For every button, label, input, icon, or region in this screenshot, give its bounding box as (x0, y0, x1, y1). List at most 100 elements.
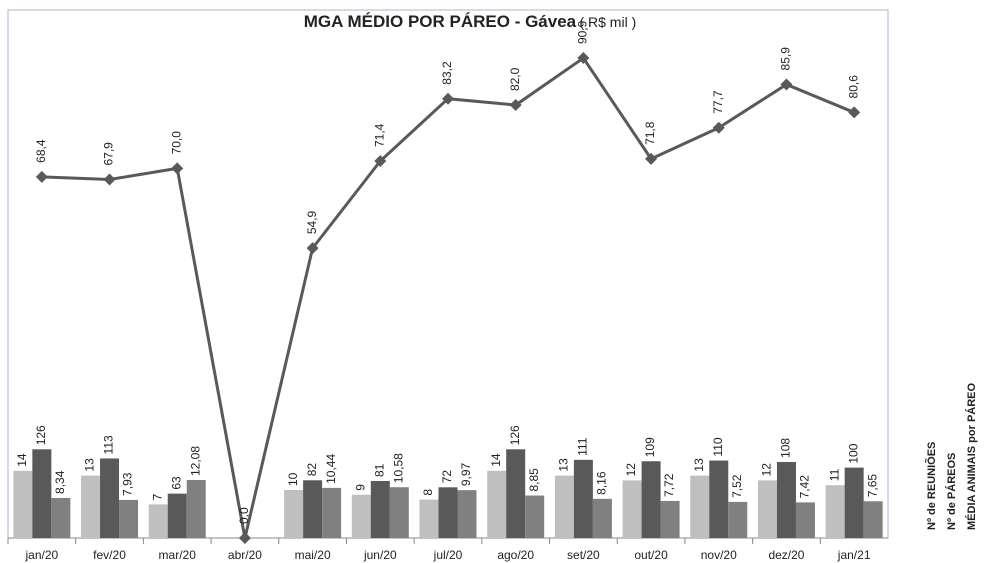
bar (119, 499, 139, 538)
bar (167, 493, 187, 538)
bar (32, 449, 52, 538)
x-tick-label: ago/20 (497, 548, 534, 562)
value-label: 67,9 (102, 142, 116, 166)
x-tick-label: nov/20 (701, 548, 737, 562)
bar (186, 480, 206, 538)
value-label: 85,9 (779, 47, 793, 71)
bar (322, 487, 342, 538)
bar (690, 475, 710, 538)
line (41, 55, 855, 539)
bar (863, 501, 883, 538)
value-label: 110 (711, 437, 725, 456)
value-label: 8,34 (53, 470, 67, 494)
value-label: 13 (692, 458, 706, 472)
value-label: 68,4 (34, 139, 48, 163)
value-label: 11 (827, 468, 841, 481)
bar (592, 498, 612, 538)
value-label: 71,8 (643, 121, 657, 145)
marker (577, 52, 590, 65)
value-label: 54,9 (305, 210, 319, 234)
value-label: 10,44 (324, 454, 338, 484)
bar (573, 459, 593, 538)
value-label: 10,58 (391, 453, 405, 483)
value-label: 7 (150, 493, 164, 500)
bar (389, 487, 409, 538)
value-label: 8,16 (595, 471, 609, 495)
bar (438, 487, 458, 538)
bar (525, 495, 545, 538)
marker (848, 106, 861, 119)
value-label: 82,0 (508, 67, 522, 91)
x-tick-label: jun/20 (363, 548, 397, 562)
plot-border (7, 9, 889, 539)
x-tick-label: set/20 (567, 548, 600, 562)
bar (81, 475, 101, 538)
value-label: 63 (169, 476, 183, 490)
x-tick-label: fev/20 (93, 548, 126, 562)
value-label: 7,72 (662, 473, 676, 497)
title: MGA MÉDIO POR PÁREO - Gávea (304, 12, 577, 31)
value-label: 80,6 (846, 75, 860, 99)
bar (303, 480, 323, 538)
bar (100, 458, 120, 538)
bar (457, 490, 477, 538)
value-label: 7,42 (798, 475, 812, 499)
value-label: 90,9 (576, 20, 590, 44)
value-label: 82 (305, 463, 319, 477)
value-label: 7,93 (121, 472, 135, 496)
bar (844, 467, 864, 538)
bar (795, 502, 815, 538)
x-tick-label: jan/20 (24, 548, 58, 562)
value-label: 13 (557, 458, 571, 472)
marker (103, 173, 116, 186)
value-label: 108 (779, 438, 793, 458)
x-tick-label: out/20 (634, 548, 668, 562)
bar (284, 490, 304, 538)
legend-label: Nº de PÁREOS (945, 453, 958, 530)
marker (35, 170, 48, 183)
value-label: 8,85 (527, 468, 541, 492)
marker (238, 532, 251, 544)
value-label: 14 (489, 453, 503, 467)
bar (641, 461, 661, 538)
value-label: 71,4 (372, 123, 386, 147)
value-label: 77,7 (711, 90, 725, 114)
bar (554, 475, 574, 538)
chart-title: MGA MÉDIO POR PÁREO - Gávea ( R$ mil ) (304, 12, 637, 31)
bar (776, 461, 796, 538)
marker (171, 162, 184, 175)
value-label: 9 (353, 484, 367, 491)
marker (306, 242, 319, 255)
value-label: 10 (286, 472, 300, 486)
subtitle: ( R$ mil ) (579, 14, 636, 30)
value-label: 12 (760, 463, 774, 477)
marker (374, 155, 387, 168)
value-label: 7,52 (730, 474, 744, 498)
bar (351, 494, 371, 538)
legend-label: MÉDIA ANIMAIS por PÁREO (965, 382, 978, 530)
marker (509, 99, 522, 112)
x-tick-label: dez/20 (768, 548, 804, 562)
value-label: 83,2 (440, 61, 454, 85)
bar (728, 501, 748, 538)
marker (780, 78, 793, 91)
bar (370, 480, 390, 538)
value-label: 81 (372, 463, 386, 477)
value-label: 72 (440, 470, 454, 484)
value-label: 111 (576, 437, 590, 456)
bar (757, 480, 777, 538)
marker (645, 152, 658, 165)
bar (148, 504, 168, 538)
marker (712, 121, 725, 134)
x-tick-label: jul/20 (433, 548, 463, 562)
value-label: 126 (34, 425, 48, 445)
x-tick-label: abr/20 (228, 548, 262, 562)
value-label: 8 (421, 489, 435, 496)
x-tick-label: mai/20 (295, 548, 331, 562)
bar (51, 497, 71, 538)
value-label: 12 (624, 463, 638, 477)
bar (487, 470, 507, 538)
bar (622, 480, 642, 538)
value-label: 0,0 (237, 507, 251, 524)
